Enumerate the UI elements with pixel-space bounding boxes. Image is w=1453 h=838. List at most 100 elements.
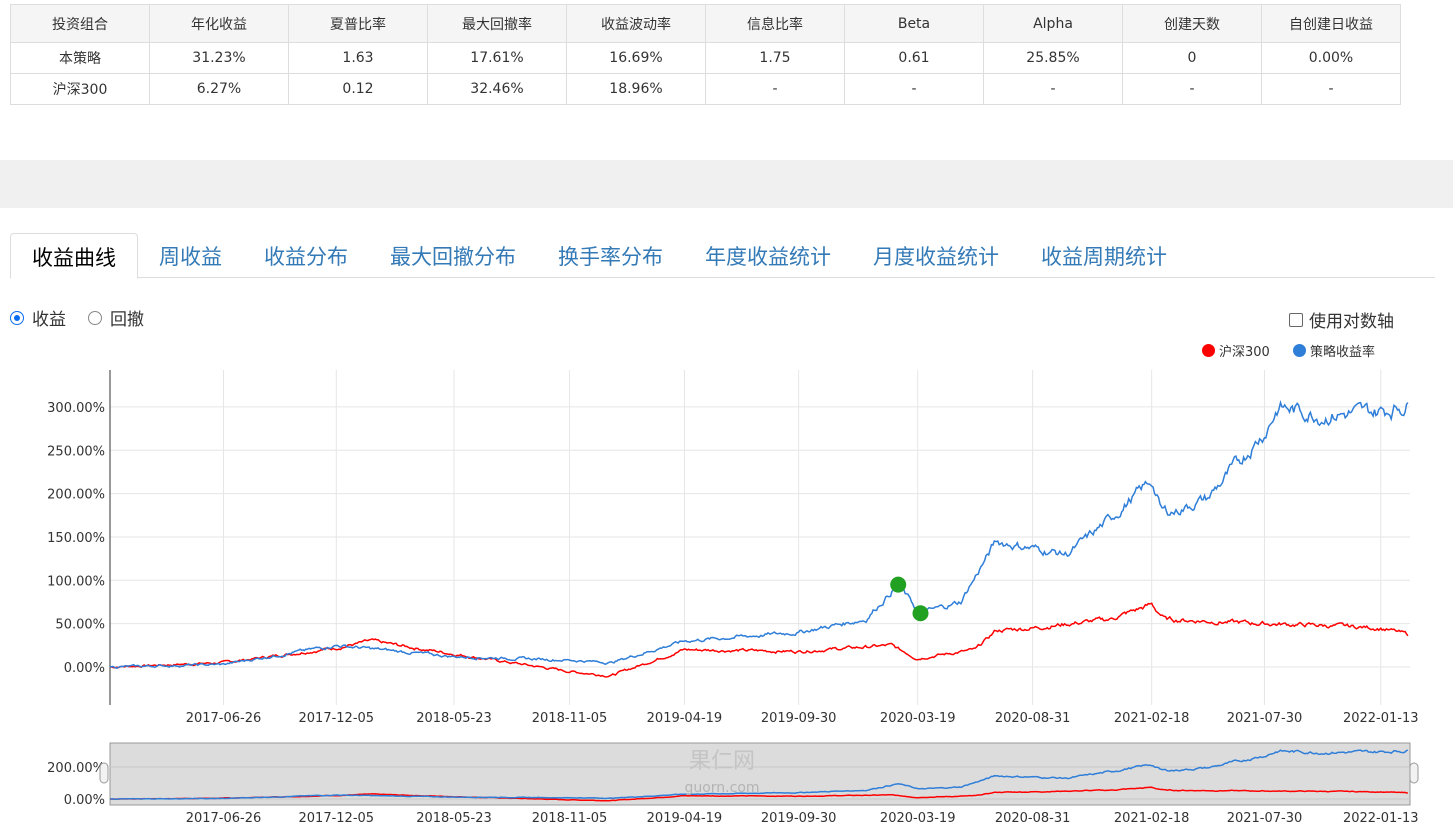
cell: 31.23% [149, 42, 289, 74]
tab-bar: 收益曲线 周收益 收益分布 最大回撤分布 换手率分布 年度收益统计 月度收益统计… [10, 233, 1435, 279]
legend-strategy[interactable]: 策略收益率 [1293, 341, 1375, 360]
tab-turnover[interactable]: 换手率分布 [558, 245, 663, 269]
radio-icon[interactable] [88, 310, 102, 325]
header: Beta [844, 4, 984, 43]
series-line-0 [109, 602, 1409, 678]
header: 最大回撤率 [427, 4, 567, 43]
navigator-handle[interactable] [99, 762, 109, 784]
radio-drawdown[interactable]: 回撤 [88, 305, 144, 330]
checkbox-label: 使用对数轴 [1309, 312, 1394, 332]
x-tick-label: 2020-08-31 [995, 711, 1071, 726]
x-tick-label: 2018-11-05 [532, 811, 608, 826]
cell: 18.96% [566, 73, 706, 105]
tab-drawdown-dist[interactable]: 最大回撤分布 [390, 245, 516, 269]
nav-y-tick-label: 200.00% [47, 761, 105, 776]
navigator-handle[interactable] [1409, 762, 1419, 784]
cell: 0 [1122, 42, 1262, 74]
legend-dot [1202, 344, 1215, 357]
x-tick-label: 2019-09-30 [761, 711, 837, 726]
nav-y-tick-label: 0.00% [64, 793, 105, 808]
x-tick-label: 2019-04-19 [647, 711, 723, 726]
legend-hs300[interactable]: 沪深300 [1202, 341, 1270, 360]
y-tick-label: 200.00% [47, 488, 105, 503]
cell: - [1261, 73, 1401, 105]
checkbox-icon[interactable] [1289, 312, 1303, 327]
x-tick-label: 2018-05-23 [416, 711, 492, 726]
x-tick-label: 2021-07-30 [1227, 711, 1303, 726]
radio-return[interactable]: 收益 [10, 305, 66, 330]
cell: 32.46% [427, 73, 567, 105]
cell: - [1122, 73, 1262, 105]
radio-icon[interactable] [10, 310, 24, 325]
x-tick-label: 2017-06-26 [186, 811, 262, 826]
nav-series-line-1 [109, 749, 1409, 800]
series-line-1 [109, 399, 1409, 669]
x-tick-label: 2018-05-23 [416, 811, 492, 826]
x-tick-label: 2021-07-30 [1227, 811, 1303, 826]
x-tick-label: 2018-11-05 [532, 711, 608, 726]
cell: 1.63 [288, 42, 428, 74]
y-tick-label: 250.00% [47, 444, 105, 459]
x-tick-label: 2021-02-18 [1114, 811, 1190, 826]
cell: - [983, 73, 1123, 105]
tab-distribution[interactable]: 收益分布 [264, 245, 348, 269]
x-tick-label: 2020-03-19 [880, 811, 956, 826]
x-tick-label: 2022-01-13 [1343, 711, 1419, 726]
tab-weekly[interactable]: 周收益 [159, 245, 222, 269]
x-tick-label: 2022-01-13 [1343, 811, 1419, 826]
cell: 0.61 [844, 42, 984, 74]
header: Alpha [983, 4, 1123, 43]
y-tick-label: 300.00% [47, 401, 105, 416]
watermark-logo: 果仁网 [689, 749, 755, 774]
legend-label: 策略收益率 [1310, 345, 1376, 360]
y-tick-label: 150.00% [47, 531, 105, 546]
table-row: 沪深300 6.27% 0.12 32.46% 18.96% - - - - - [10, 73, 1401, 105]
drawdown-marker[interactable] [912, 605, 929, 622]
x-tick-label: 2017-12-05 [299, 811, 375, 826]
header: 夏普比率 [288, 4, 428, 43]
separator-band [0, 160, 1453, 208]
tab-return-curve[interactable]: 收益曲线 [10, 233, 138, 279]
cell: 17.61% [427, 42, 567, 74]
log-axis-checkbox[interactable]: 使用对数轴 [1289, 307, 1394, 332]
cell: 16.69% [566, 42, 706, 74]
x-tick-label: 2020-03-19 [880, 711, 956, 726]
stats-table: 投资组合 年化收益 夏普比率 最大回撤率 收益波动率 信息比率 Beta Alpha 创建天数自… [10, 4, 1401, 105]
cell: 本策略 [10, 42, 150, 74]
header: 投资组合 [10, 4, 150, 43]
radio-label: 收益 [32, 310, 66, 330]
cell: 0.12 [288, 73, 428, 105]
x-tick-label: 2019-09-30 [761, 811, 837, 826]
y-tick-label: 100.00% [47, 574, 105, 589]
legend-dot [1293, 344, 1306, 357]
x-tick-label: 2019-04-19 [647, 811, 723, 826]
header: 自创建日收益 [1261, 4, 1401, 43]
cell: 沪深300 [10, 73, 150, 105]
drawdown-marker[interactable] [890, 576, 907, 593]
cell: - [844, 73, 984, 105]
cell: 6.27% [149, 73, 289, 105]
x-tick-label: 2017-12-05 [299, 711, 375, 726]
cell: 25.85% [983, 42, 1123, 74]
y-tick-label: 0.00% [64, 661, 105, 676]
header: 信息比率 [705, 4, 845, 43]
header: 收益波动率 [566, 4, 706, 43]
table-row: 本策略 31.23% 1.63 17.61% 16.69% 1.75 0.61 25.85% 0… [10, 42, 1401, 74]
x-tick-label: 2020-08-31 [995, 811, 1071, 826]
x-tick-label: 2021-02-18 [1114, 711, 1190, 726]
nav-series-line-0 [110, 786, 1409, 802]
tab-period[interactable]: 收益周期统计 [1041, 245, 1167, 269]
x-tick-label: 2017-06-26 [186, 711, 262, 726]
cell: - [705, 73, 845, 105]
tab-monthly[interactable]: 月度收益统计 [873, 245, 999, 269]
cell: 1.75 [705, 42, 845, 74]
legend-label: 沪深300 [1219, 345, 1270, 360]
header: 创建天数 [1122, 4, 1262, 43]
header: 年化收益 [149, 4, 289, 43]
y-tick-label: 50.00% [55, 618, 105, 633]
radio-label: 回撤 [110, 310, 144, 330]
navigator[interactable] [109, 742, 1411, 806]
cell: 0.00% [1261, 42, 1401, 74]
tab-yearly[interactable]: 年度收益统计 [705, 245, 831, 269]
